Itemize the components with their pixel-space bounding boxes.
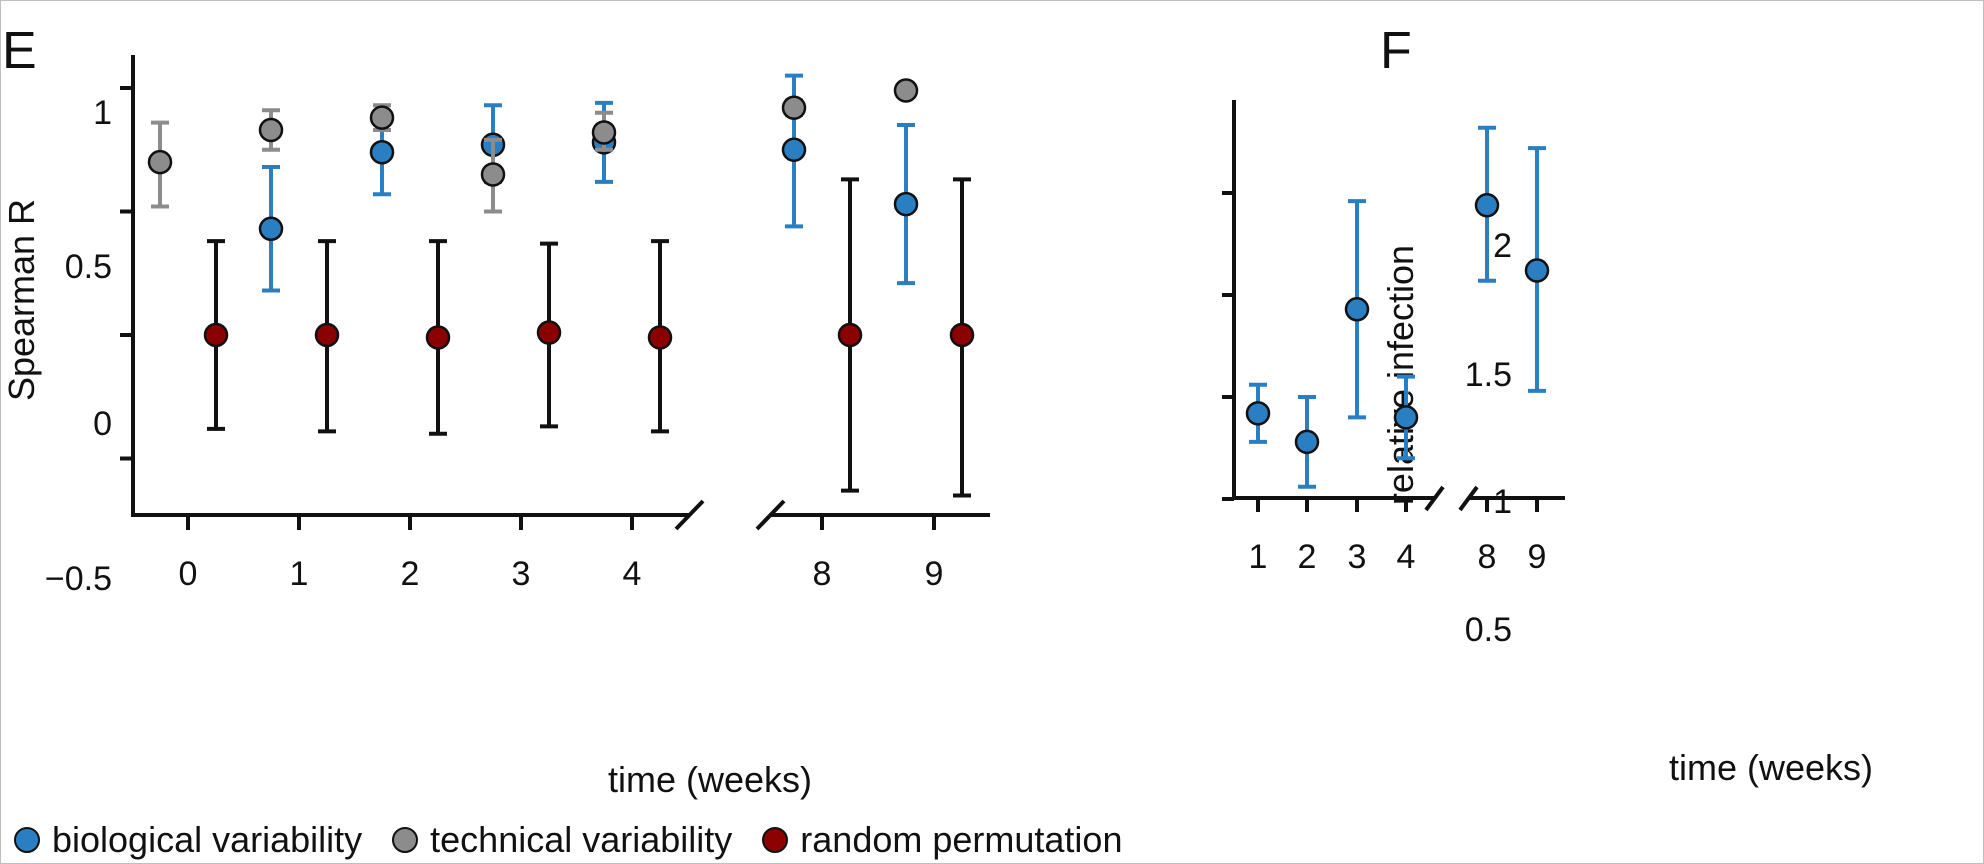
panel-f-bio-week-4-point [1393,405,1419,430]
panel-e: E Spearman R time (weeks) 1 0.5 0 −0.5 [1,22,812,800]
panel-e-axis-break-right [755,499,786,531]
panel-e-rand-week-9-point [949,322,975,348]
panel-e-xlabel: time (weeks) [608,759,812,800]
panel-e-xtick-label-8: 8 [813,555,832,593]
panel-f-bio-week-3-point [1344,297,1370,322]
panel-e-bio-week-9-point [893,191,919,217]
panel-e-tech-week-8-point [781,95,807,121]
panel-f: F relative infection time (weeks) 2 1.5 … [1380,22,1873,788]
panel-f-axis-break-right [1458,485,1479,512]
figure-canvas: E Spearman R time (weeks) 1 0.5 0 −0.5 F… [1,22,1873,800]
panel-e-tech-week-4-point [591,120,617,145]
panel-e-axis-break-left [674,499,705,531]
panel-f-bio-week-9-point [1524,258,1550,283]
legend-marker-random [762,827,789,853]
panel-e-bio-week-1-point [258,216,284,242]
panel-f-ytick-1.5: 1.5 [1465,356,1512,394]
panel-f-bio-week-8-point [1474,192,1500,218]
legend: biological variability technical variabi… [14,818,1152,862]
panel-f-xtick-label-1: 1 [1249,538,1268,576]
panel-e-rand-week-1-point [314,322,340,348]
panel-f-ytick-1: 1 [1493,483,1512,521]
panel-e-tech-week-3-point [480,162,506,187]
legend-item-technical: technical variability [392,819,732,861]
panel-e-tech-week-2-point [369,105,395,130]
panel-e-bio-week-2-point [369,139,395,165]
panel-e-rand-week-8-point [837,322,863,348]
panel-f-xtick-label-2: 2 [1298,538,1317,576]
legend-item-random: random permutation [762,819,1122,861]
panel-f-axis-break-left [1424,485,1445,512]
legend-label-technical: technical variability [430,819,733,860]
legend-label-biological: biological variability [52,819,363,860]
legend-marker-technical [392,827,419,853]
panel-e-xtick-label-9: 9 [925,555,944,593]
panel-e-tech-week-0-point [147,149,173,175]
panel-e-rand-week-0-point [203,322,229,348]
panel-f-xtick-label-4: 4 [1397,538,1416,576]
panel-e-ylabel: Spearman R [1,199,42,401]
legend-label-random: random permutation [800,819,1123,860]
panel-f-xtick-label-9: 9 [1528,538,1547,576]
panel-f-label: F [1380,22,1412,80]
panel-e-xtick-label-1: 1 [290,555,309,593]
legend-item-biological: biological variability [14,819,362,861]
panel-f-bio-week-2-point [1294,429,1320,455]
panel-e-ytick-neg0.5: −0.5 [45,560,112,598]
panel-f-xlabel: time (weeks) [1669,747,1873,788]
panel-e-ytick-1: 1 [93,94,112,132]
panel-e-xtick-label-2: 2 [401,555,420,593]
panel-e-rand-week-3-point [536,320,562,345]
panel-e-xtick-label-0: 0 [179,555,198,593]
panel-e-rand-week-4-point [647,325,673,350]
panel-f-xtick-label-3: 3 [1348,538,1367,576]
panel-e-rand-week-2-point [425,325,451,350]
panel-f-xtick-label-8: 8 [1478,538,1497,576]
legend-marker-biological [14,827,40,853]
panel-e-label: E [2,22,37,80]
panel-f-ytick-0.5: 0.5 [1465,611,1512,649]
panel-e-bio-week-8-point [781,137,807,162]
panel-f-ytick-2: 2 [1493,227,1512,265]
panel-e-xtick-label-4: 4 [623,555,642,593]
panel-f-bio-week-1-point [1245,401,1271,426]
panel-e-tech-week-9-point [893,78,919,103]
panel-e-ytick-0: 0 [93,405,112,443]
panel-e-xtick-label-3: 3 [512,555,531,593]
panel-e-ytick-0.5: 0.5 [65,248,112,286]
panel-e-tech-week-1-point [258,117,284,143]
